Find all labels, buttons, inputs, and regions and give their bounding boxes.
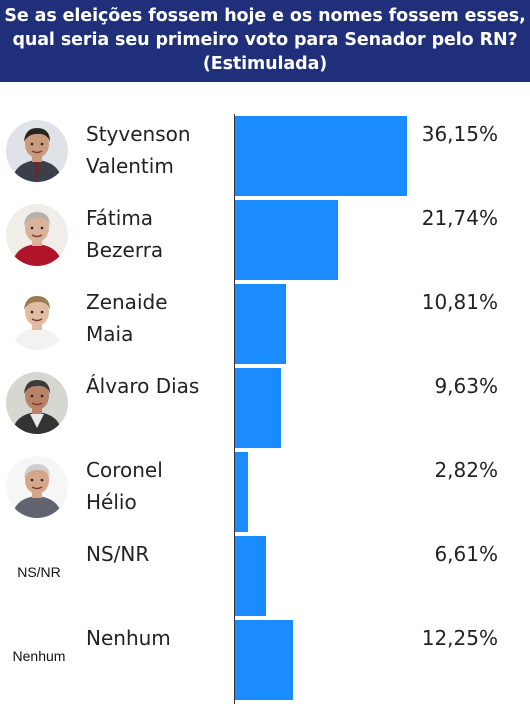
row-badge-label: NS/NR	[17, 564, 61, 580]
category-label-line-2: Hélio	[86, 490, 137, 514]
category-label: Fátima Bezerra	[86, 202, 226, 266]
bar-row: Nenhum Nenhum 12,25%	[0, 618, 530, 702]
bar	[235, 620, 293, 700]
category-label: Styvenson Valentim	[86, 118, 226, 182]
row-badge-label: Nenhum	[12, 648, 66, 664]
category-label-line-2: Maia	[86, 322, 134, 346]
category-label: Álvaro Dias	[86, 370, 226, 402]
bar	[235, 200, 338, 280]
category-label: Zenaide Maia	[86, 286, 226, 350]
category-label: NS/NR	[86, 538, 226, 570]
category-label-line-1: Styvenson	[86, 122, 191, 146]
category-label: Coronel Hélio	[86, 454, 226, 518]
data-label: 6,61%	[434, 542, 498, 566]
data-label: 21,74%	[421, 206, 498, 230]
category-label: Nenhum	[86, 622, 226, 654]
category-label-line-2: Valentim	[86, 154, 174, 178]
bar	[235, 536, 266, 616]
data-label: 9,63%	[434, 374, 498, 398]
category-label-line-1: Álvaro Dias	[86, 374, 200, 398]
bar-row: Styvenson Valentim 36,15%	[0, 114, 530, 198]
bar-row: NS/NR NS/NR 6,61%	[0, 534, 530, 618]
candidate-photo-styvenson-icon	[6, 120, 68, 182]
data-label: 10,81%	[421, 290, 498, 314]
data-label: 12,25%	[421, 626, 498, 650]
candidate-photo-zenaide-icon	[6, 288, 68, 350]
title-line-2: qual seria seu primeiro voto para Senado…	[12, 30, 518, 50]
bar	[235, 452, 248, 532]
title-line-3: (Estimulada)	[202, 54, 328, 74]
category-label-line-1: Coronel	[86, 458, 163, 482]
candidate-photo-fatima-icon	[6, 204, 68, 266]
category-label-line-1: Nenhum	[86, 626, 171, 650]
bar	[235, 116, 407, 196]
bar-row: Fátima Bezerra 21,74%	[0, 198, 530, 282]
candidate-photo-helio-icon	[6, 456, 68, 518]
bar-row: Zenaide Maia 10,81%	[0, 282, 530, 366]
bar-row: Álvaro Dias 9,63%	[0, 366, 530, 450]
chart-title: Se as eleições fossem hoje e os nomes fo…	[0, 0, 530, 82]
category-axis-line	[234, 114, 235, 704]
category-label-line-1: Zenaide	[86, 290, 168, 314]
candidate-photo-alvaro-icon	[6, 372, 68, 434]
title-line-1: Se as eleições fossem hoje e os nomes fo…	[4, 6, 526, 26]
data-label: 36,15%	[421, 122, 498, 146]
bar	[235, 368, 281, 448]
bar	[235, 284, 286, 364]
category-label-line-2: Bezerra	[86, 238, 164, 262]
category-label-line-1: NS/NR	[86, 542, 150, 566]
bar-row: Coronel Hélio 2,82%	[0, 450, 530, 534]
data-label: 2,82%	[434, 458, 498, 482]
category-label-line-1: Fátima	[86, 206, 154, 230]
